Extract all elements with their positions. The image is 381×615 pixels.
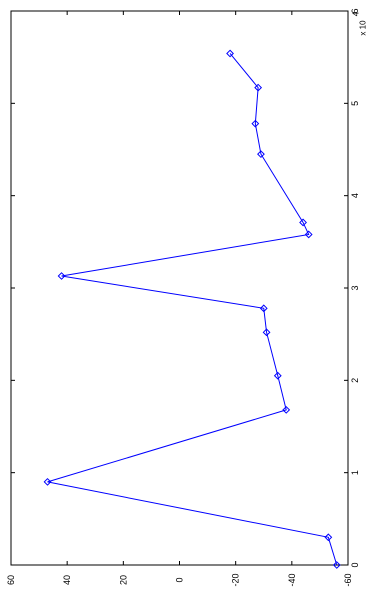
axis-tick-labels: 0 1 2 3 4 5 6 x 10 4 -60 -40 -20 0 20 40 60 [6, 8, 368, 586]
data-point [332, 561, 341, 569]
x-tick-label: 5 [350, 101, 360, 106]
data-point [299, 218, 307, 227]
x-tick-label: 1 [350, 470, 360, 475]
data-point [304, 230, 313, 239]
x-multiplier-exponent: 4 [352, 11, 361, 16]
data-point [43, 477, 52, 486]
y-tick-label: -40 [287, 573, 297, 586]
data-point [324, 533, 333, 542]
axis-ticks [10, 10, 349, 566]
series-line [47, 53, 338, 566]
y-tick-label: 40 [62, 575, 72, 585]
y-tick-label: -20 [231, 573, 241, 586]
data-point [262, 328, 271, 337]
x-tick-label: 3 [350, 285, 360, 290]
data-point [251, 119, 260, 128]
y-tick-label: 0 [175, 577, 185, 582]
data-point [57, 272, 66, 280]
data-point [282, 405, 291, 414]
data-point [257, 150, 265, 159]
y-tick-label: 60 [6, 575, 16, 585]
series-markers [43, 49, 341, 569]
x-tick-label: 6 [350, 8, 360, 13]
plot-frame [10, 10, 349, 566]
x-multiplier-label: x 10 [359, 20, 368, 36]
x-tick-label: 2 [350, 378, 360, 383]
y-tick-label: 20 [118, 575, 128, 585]
x-tick-label: 0 [350, 562, 360, 567]
y-tick-label: -60 [343, 573, 353, 586]
data-point [273, 371, 282, 380]
x-tick-label: 4 [350, 193, 360, 198]
data-point [259, 304, 268, 313]
data-point [226, 49, 234, 58]
data-point [254, 83, 263, 92]
